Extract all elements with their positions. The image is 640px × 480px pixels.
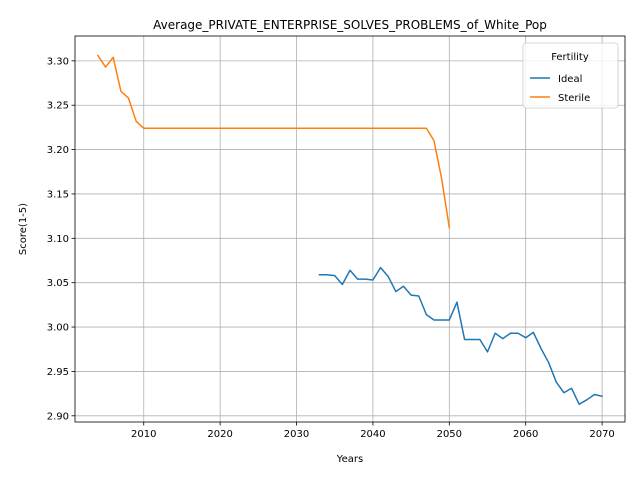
- y-axis: 2.90 2.95 3.00 3.05 3.10 3.15 3.20 3.25 3.30: [47, 56, 75, 422]
- x-tick-label: 2010: [131, 429, 156, 440]
- x-tick-label: 2030: [284, 429, 309, 440]
- plot-frame: [74, 35, 626, 423]
- legend-label-ideal: Ideal: [558, 74, 582, 85]
- x-tick-label: 2060: [513, 429, 538, 440]
- x-tick-label: 2040: [360, 429, 385, 440]
- series-line-ideal: [318, 266, 603, 405]
- y-tick-label: 3.30: [47, 56, 69, 67]
- x-tick-label: 2070: [589, 429, 614, 440]
- y-tick-label: 3.10: [47, 234, 69, 245]
- y-tick-label: 3.20: [47, 145, 69, 156]
- y-tick-label: 3.00: [47, 323, 69, 334]
- x-axis: 2010 2020 2030 2040 2050 2060 2070: [131, 422, 615, 440]
- y-tick-label: 3.15: [47, 189, 69, 200]
- x-tick-label: 2050: [437, 429, 462, 440]
- y-tick-label: 2.95: [47, 367, 69, 378]
- y-axis-label: Score(1-5): [18, 203, 29, 255]
- legend-box: [522, 42, 619, 109]
- legend: Fertility Ideal Sterile: [522, 42, 619, 109]
- y-tick-label: 3.25: [47, 101, 69, 112]
- y-tick-label: 3.05: [47, 278, 69, 289]
- legend-title: Fertility: [551, 52, 589, 63]
- x-axis-label: Years: [336, 454, 363, 465]
- legend-label-sterile: Sterile: [558, 93, 590, 104]
- x-tick-label: 2020: [207, 429, 232, 440]
- series-line-sterile: [96, 54, 451, 229]
- y-tick-label: 2.90: [47, 411, 69, 422]
- series-layer: [96, 54, 603, 405]
- chart-title: Average_PRIVATE_ENTERPRISE_SOLVES_PROBLE…: [153, 18, 547, 32]
